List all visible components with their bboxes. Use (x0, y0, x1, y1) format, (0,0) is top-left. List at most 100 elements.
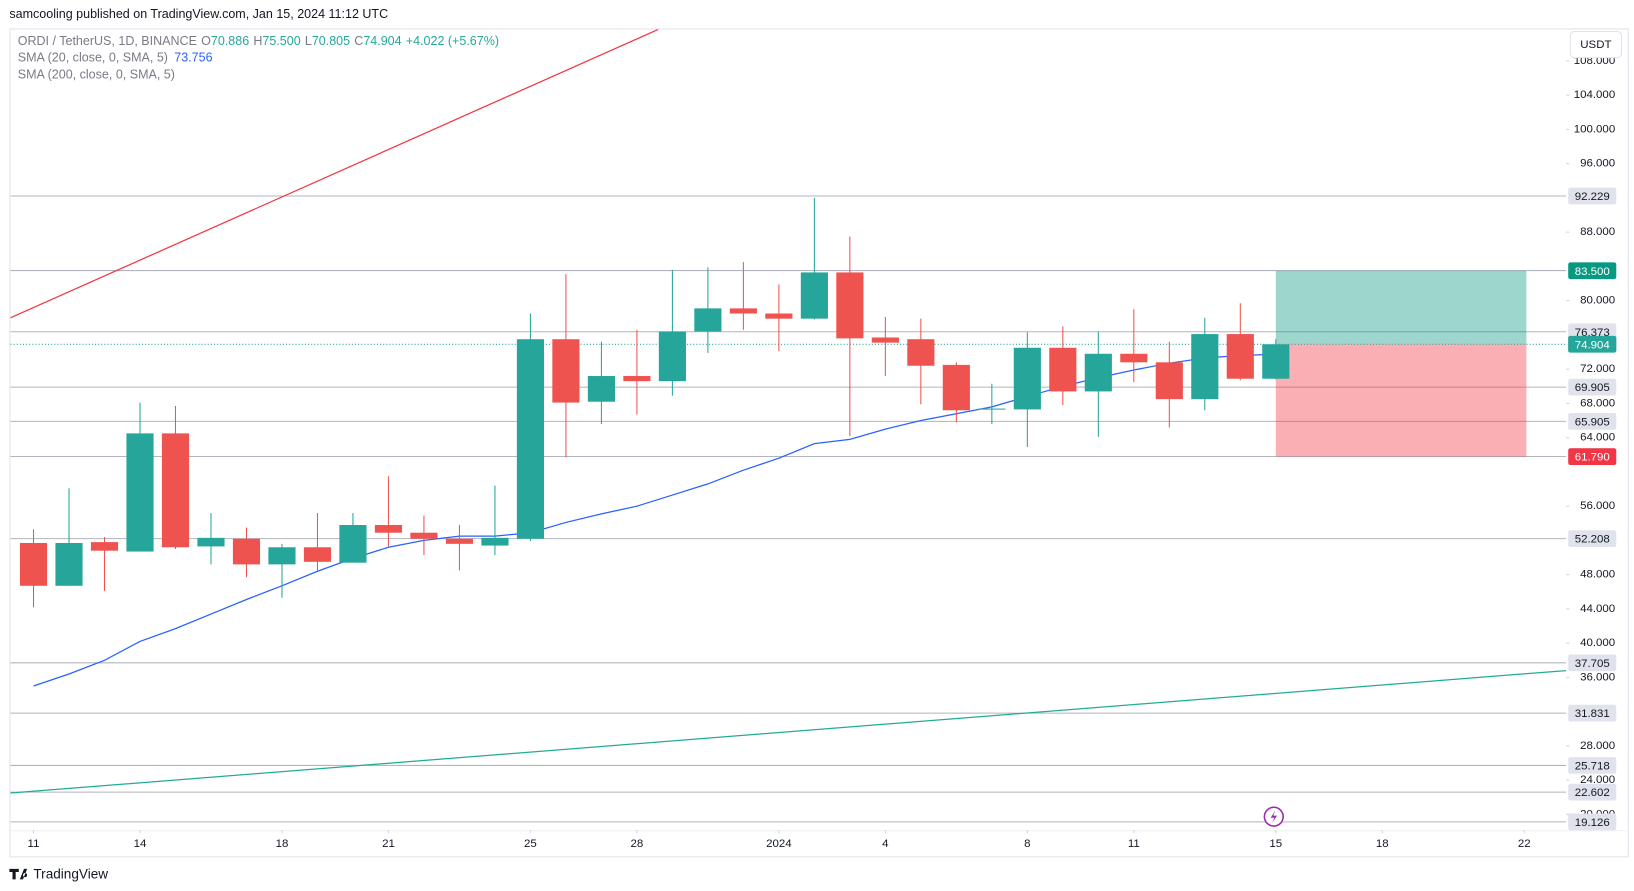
candle-body (126, 433, 154, 552)
candle-body (658, 331, 686, 382)
candle-body (303, 547, 332, 562)
price-label: 92.229 (1575, 191, 1610, 203)
y-tick-label: 100.000 (1574, 123, 1615, 135)
x-tick-label: 18 (276, 838, 289, 850)
candle-body (516, 339, 544, 539)
legend-ohlc-key: C (354, 34, 363, 48)
y-tick-label: 36.000 (1580, 671, 1615, 683)
x-tick-label: 21 (382, 838, 395, 850)
legend-ohlc-value: 70.886 (211, 34, 249, 48)
x-tick-label: 11 (1128, 838, 1140, 850)
x-tick-label: 28 (631, 838, 644, 850)
price-label: 22.602 (1575, 787, 1610, 799)
x-tick-label: 14 (134, 838, 147, 850)
price-label: 19.126 (1575, 817, 1610, 829)
candle-body (1049, 347, 1077, 392)
y-tick-label: 48.000 (1580, 569, 1615, 581)
y-tick-label: 24.000 (1580, 774, 1615, 786)
price-label: 76.373 (1575, 327, 1610, 339)
y-tick-label: 72.000 (1580, 363, 1615, 375)
trend-line (10, 669, 1567, 794)
candle-body (1120, 353, 1148, 363)
legend-indicator: SMA (200, close, 0, SMA, 5) (18, 68, 175, 82)
candle-body (268, 547, 296, 565)
price-label-box (1568, 654, 1617, 672)
candle-body (623, 376, 651, 382)
candle-body (90, 542, 119, 551)
lightning-icon[interactable] (1263, 806, 1284, 827)
y-tick-label: 28.000 (1580, 740, 1615, 752)
price-label: 52.208 (1575, 534, 1610, 546)
candle-body (587, 376, 615, 402)
price-label-box (1568, 783, 1617, 801)
legend-symbol: ORDI / TetherUS, 1D, BINANCE (18, 34, 197, 48)
candle-body (800, 272, 828, 319)
price-label-box (1568, 448, 1617, 465)
price-label-box (1568, 757, 1617, 774)
x-tick-label: 22 (1518, 838, 1531, 850)
candle-body (871, 337, 899, 343)
candle-body (339, 525, 367, 563)
legend-series-value: 73.756 (174, 51, 212, 65)
candle-body (836, 272, 864, 339)
candle-body (1013, 347, 1041, 410)
candle-body (1155, 362, 1183, 400)
legend-row: ORDI / TetherUS, 1D, BINANCE O70.886 H75.5… (18, 34, 499, 48)
y-tick-label: 56.000 (1580, 500, 1615, 512)
position-profit-zone (1275, 270, 1527, 345)
legend-change: +4.022 (+5.67%) (406, 34, 499, 48)
candle-body (481, 537, 509, 546)
price-label: 83.500 (1575, 266, 1610, 278)
y-tick-label: 88.000 (1580, 226, 1615, 238)
candle-body (374, 525, 403, 533)
legend-ohlc-key: H (253, 34, 262, 48)
y-tick-label: 104.000 (1574, 89, 1615, 101)
legend-row: SMA (20, close, 0, SMA, 5) 73.756 (18, 51, 213, 65)
price-label: 31.831 (1575, 708, 1610, 720)
position-loss-zone (1275, 344, 1527, 457)
price-label-box (1568, 262, 1617, 280)
y-tick-label: 108.000 (1574, 55, 1615, 67)
price-label-box (1568, 530, 1617, 547)
x-tick-label: 4 (882, 838, 889, 850)
y-tick-label: 40.000 (1580, 637, 1615, 649)
price-axis: 108.000 104.000 100.000 96.000 88.000 80.000 7… (1566, 55, 1617, 831)
price-label-box (1568, 813, 1617, 831)
candle-body (942, 364, 970, 411)
price-label-box (1568, 413, 1617, 430)
publisher-header: samcooling published on TradingView.com,… (9, 7, 388, 21)
legend-ohlc-value: 75.500 (262, 34, 300, 48)
candle-body (1084, 353, 1112, 392)
price-label: 37.705 (1575, 658, 1610, 670)
y-tick-label: 80.000 (1580, 295, 1615, 307)
candle-body (552, 339, 580, 403)
legend-series-name: SMA (20, close, 0, SMA, 5) (18, 51, 168, 65)
candle-body (445, 538, 474, 544)
x-tick-label: 8 (1024, 838, 1030, 850)
legend-ohlc-key: L (305, 34, 312, 48)
price-label: 25.718 (1575, 761, 1610, 773)
y-tick-label: 44.000 (1580, 603, 1615, 615)
y-tick-label: 64.000 (1580, 432, 1615, 444)
tradingview-logo[interactable]: TradingView (9, 867, 108, 882)
candle-body (1191, 334, 1219, 400)
candle-body (1262, 344, 1290, 379)
overlay: 11 14 18 21 25 28 2024 4 8 11 15 18 22 USDT ORDI / Tet… (18, 30, 1622, 850)
chart-frame (9, 28, 1629, 858)
legend-ohlc-value: 70.805 (312, 34, 350, 48)
y-tick-label: 96.000 (1580, 158, 1615, 170)
candle-body (197, 537, 225, 547)
currency-button[interactable]: USDT (1580, 39, 1611, 51)
candle-body (410, 532, 438, 539)
x-tick-label: 2024 (766, 838, 792, 850)
candle-body (161, 433, 190, 548)
candle-body (1226, 334, 1254, 379)
price-label-box (1568, 187, 1617, 205)
currency-button-bg (1569, 30, 1622, 59)
y-tick-label: 68.000 (1580, 397, 1615, 409)
x-tick-label: 11 (28, 838, 40, 850)
candle-body (978, 408, 1006, 410)
candle-body (55, 542, 83, 586)
